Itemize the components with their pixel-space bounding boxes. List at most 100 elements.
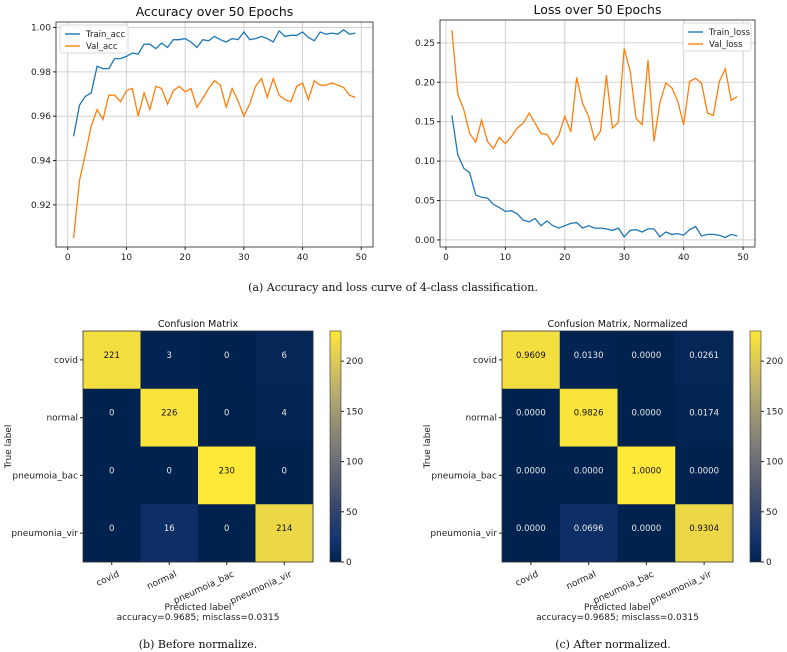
matrix-cell [83,388,141,447]
accuracy-summary: accuracy=0.9685; misclass=0.0315 [117,613,280,623]
row-label: normal [465,414,497,424]
legend-label: Train_acc [85,30,126,40]
colorbar [329,330,342,563]
x-tick-label: 20 [559,253,571,263]
col-label: normal [565,570,598,592]
matrix-frame [82,330,314,563]
colorbar-tick-label: 0 [346,558,352,568]
accuracy-summary: accuracy=0.9685; misclass=0.0315 [536,613,699,623]
x-tick-label: 0 [443,253,449,263]
col-label: covid [514,570,540,589]
matrix-cell [140,388,199,447]
col-label: pneumoia_bac [172,570,236,607]
cell-value: 0 [109,524,114,534]
col-label: pneumoia_bac [592,570,656,607]
matrix-cell [675,446,734,505]
matrix-cell [198,388,256,447]
matrix-cell [140,504,199,563]
matrix-title: Confusion Matrix [158,319,239,330]
confusion-matrix: 221 3 0 6 0 226 0 4 0 0 230 0 0 16 0 214 Confusion Matri… [4,319,363,623]
y-tick-label: 0.25 [415,39,435,49]
x-axis-label: Predicted label [584,603,651,613]
x-tick-label: 40 [678,253,690,263]
legend-label: Train_loss [708,28,751,38]
matrix-cell [675,388,734,447]
cell-value: 0.0000 [632,524,662,534]
cell-value: 0.0000 [516,466,546,476]
x-tick-label: 20 [179,253,191,263]
matrix-cell [675,504,734,563]
cell-value: 0 [109,409,114,419]
cell-value: 0.0130 [574,351,604,361]
y-tick-label: 1.00 [31,24,51,34]
cell-value: 0.9826 [574,409,604,419]
x-tick-label: 50 [737,253,749,263]
colorbar-tick-label: 100 [346,458,363,468]
matrix-cell [502,446,561,505]
cell-value: 0.0000 [632,351,662,361]
y-tick-label: 0.20 [415,78,435,88]
matrix-cell [502,388,561,447]
matrix-cell [255,331,314,390]
legend: Train_loss Val_loss [682,22,752,52]
cell-value: 0.9304 [689,524,719,534]
cell-value: 0 [224,409,229,419]
matrix-cell [140,331,199,390]
plot-frame [55,21,374,248]
cell-value: 16 [164,524,175,534]
cell-value: 6 [282,351,287,361]
colorbar-tick-label: 150 [766,407,783,417]
series-line-train-acc [72,28,356,137]
x-tick-label: 10 [500,253,512,263]
matrix-cell [559,504,618,563]
col-label: normal [146,570,179,592]
y-tick-label: 0.15 [415,118,435,128]
y-tick-label: 0.96 [31,112,51,122]
y-axis-label: True label [423,425,433,470]
legend-label: Val_loss [709,40,743,50]
row-label: pneumonia_vir [430,529,497,539]
cell-value: 4 [282,409,287,419]
x-tick-label: 10 [121,253,133,263]
caption-a: (a) Accuracy and loss curve of 4-class c… [248,281,538,294]
colorbar-tick-label: 150 [346,407,363,417]
cell-value: 221 [104,351,120,361]
loss-chart: 0 10 20 30 40 50 0.00 0.05 0.10 0.15 0.20 0.25 Loss … [415,2,756,263]
matrix-title: Confusion Matrix, Normalized [547,319,687,330]
cell-value: 0.9609 [516,351,546,361]
matrix-cell [198,504,256,563]
matrix-cell [502,504,561,563]
matrix-cell [502,331,561,390]
x-tick-label: 50 [356,253,368,263]
chart-title: Loss over 50 Epochs [534,2,662,17]
cell-value: 0.0000 [516,409,546,419]
cell-value: 0.0174 [689,409,719,419]
cell-value: 0 [167,466,172,476]
matrix-cell [198,331,256,390]
row-label: pneumonia_vir [11,529,78,539]
y-tick-label: 0.05 [415,196,435,206]
caption-b: (b) Before normalize. [139,638,257,651]
cell-value: 0 [109,466,114,476]
x-axis-label: Predicted label [165,603,232,613]
col-label: pneumonia_vir [649,570,714,607]
y-tick-label: 0.92 [31,201,51,211]
matrix-cell [140,446,199,505]
cell-value: 3 [167,351,172,361]
cell-value: 0.0261 [689,351,719,361]
chart-title: Accuracy over 50 Epochs [136,4,294,19]
cell-value: 0.0000 [516,524,546,534]
cell-value: 0.0000 [574,466,604,476]
row-label: covid [54,356,78,366]
plot-frame [439,19,756,248]
series-line-val-loss [451,30,738,150]
x-tick-label: 30 [619,253,631,263]
row-label: pneumoia_bac [12,471,78,481]
x-tick-label: 0 [65,253,71,263]
y-axis-label: True label [4,425,14,470]
matrix-cell [255,504,314,563]
matrix-cell [83,331,141,390]
col-label: pneumonia_vir [229,570,294,607]
col-label: covid [95,570,121,589]
